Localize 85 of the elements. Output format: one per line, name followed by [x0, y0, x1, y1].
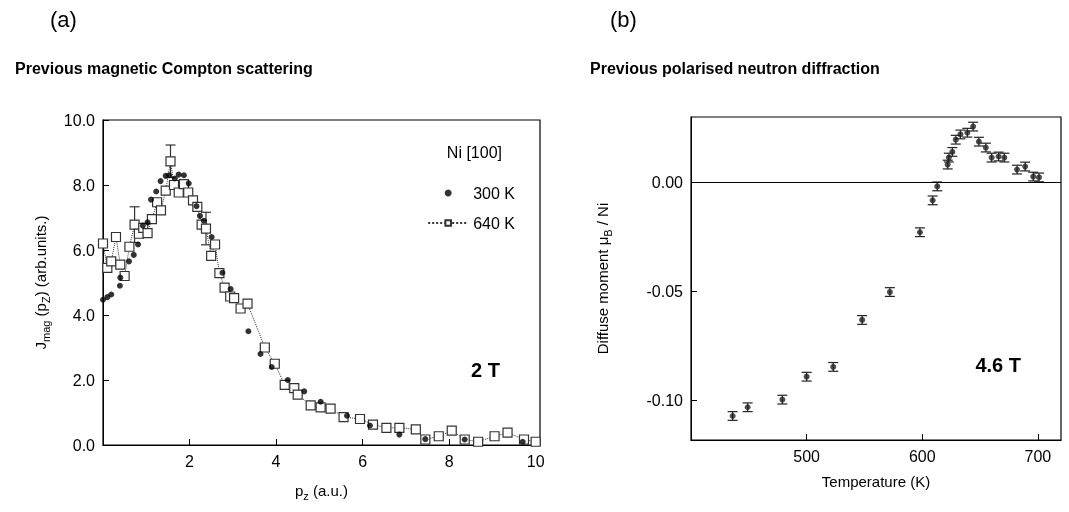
x-tick-label: 2 — [185, 452, 195, 470]
point — [116, 282, 123, 289]
point — [292, 389, 303, 400]
x-tick-label: 500 — [793, 447, 821, 465]
point — [160, 185, 171, 196]
point — [124, 241, 135, 252]
x-tick-label: 6 — [358, 452, 368, 470]
point — [155, 205, 167, 216]
point — [115, 259, 126, 270]
point — [110, 231, 122, 243]
point — [139, 222, 146, 229]
y-tick-label: -0.05 — [646, 283, 684, 301]
point — [180, 172, 187, 179]
point — [148, 196, 155, 203]
point — [259, 342, 270, 353]
point — [344, 412, 351, 419]
point — [317, 398, 324, 405]
x-tick-label: 700 — [1024, 447, 1052, 465]
point — [394, 422, 405, 433]
point — [268, 364, 275, 370]
legend-label: 300 K — [473, 184, 516, 202]
y-tick-label: 8.0 — [72, 176, 96, 194]
point — [284, 377, 291, 383]
point — [144, 219, 151, 226]
point — [117, 274, 124, 281]
point — [157, 178, 164, 185]
point — [208, 234, 215, 240]
point — [229, 293, 240, 304]
point — [473, 436, 484, 447]
point — [106, 256, 117, 267]
point — [245, 328, 252, 335]
point — [97, 238, 109, 249]
point — [227, 286, 234, 292]
x-tick-label: 10 — [526, 452, 545, 470]
point — [396, 431, 403, 438]
x-tick-label: 8 — [444, 452, 454, 470]
y-tick-label: 10.0 — [63, 111, 96, 129]
point — [130, 251, 137, 258]
point — [530, 436, 541, 447]
point — [354, 413, 366, 425]
point — [108, 291, 115, 298]
point — [206, 250, 217, 261]
point — [200, 217, 207, 224]
y-tick-label: 2.0 — [72, 371, 96, 389]
y-tick-label: 0.0 — [72, 436, 96, 454]
point — [301, 388, 308, 395]
point — [185, 180, 192, 187]
annotation: 2 T — [471, 359, 501, 381]
point — [196, 212, 203, 219]
chart-title: Previous magnetic Compton scattering — [15, 59, 313, 77]
point — [410, 424, 421, 435]
chart-title: Previous polarised neutron diffraction — [590, 59, 880, 77]
point — [153, 188, 160, 195]
point — [209, 239, 221, 250]
point — [502, 427, 513, 438]
point — [489, 431, 500, 442]
point — [165, 156, 176, 167]
y-axis-title: Diffuse moment μB / Ni — [593, 202, 614, 355]
point — [166, 172, 173, 179]
legend-title: Ni [100] — [446, 143, 502, 161]
point — [125, 258, 132, 265]
point — [200, 223, 212, 234]
point — [381, 422, 392, 433]
x-axis-title: Temperature (K) — [821, 473, 931, 490]
annotation: 4.6 T — [975, 354, 1021, 376]
y-tick-label: 4.0 — [72, 306, 96, 324]
y-tick-label: -0.10 — [646, 392, 684, 410]
point — [100, 296, 106, 303]
point — [257, 351, 264, 357]
text: (a) — [50, 6, 77, 32]
point — [135, 241, 142, 248]
point — [325, 403, 336, 414]
point — [142, 228, 153, 239]
y-tick-label: 6.0 — [72, 241, 96, 259]
y-axis-title: Jmag (pZ) (arb.units.) — [31, 215, 52, 350]
text: (b) — [610, 6, 637, 32]
point — [305, 400, 316, 411]
point — [446, 425, 457, 436]
point — [242, 298, 253, 309]
point — [219, 269, 226, 276]
y-tick-label: 0.00 — [651, 173, 684, 191]
point — [433, 431, 444, 442]
x-tick-label: 4 — [271, 452, 281, 470]
x-tick-label: 600 — [908, 447, 936, 465]
legend-label: 640 K — [473, 214, 516, 232]
